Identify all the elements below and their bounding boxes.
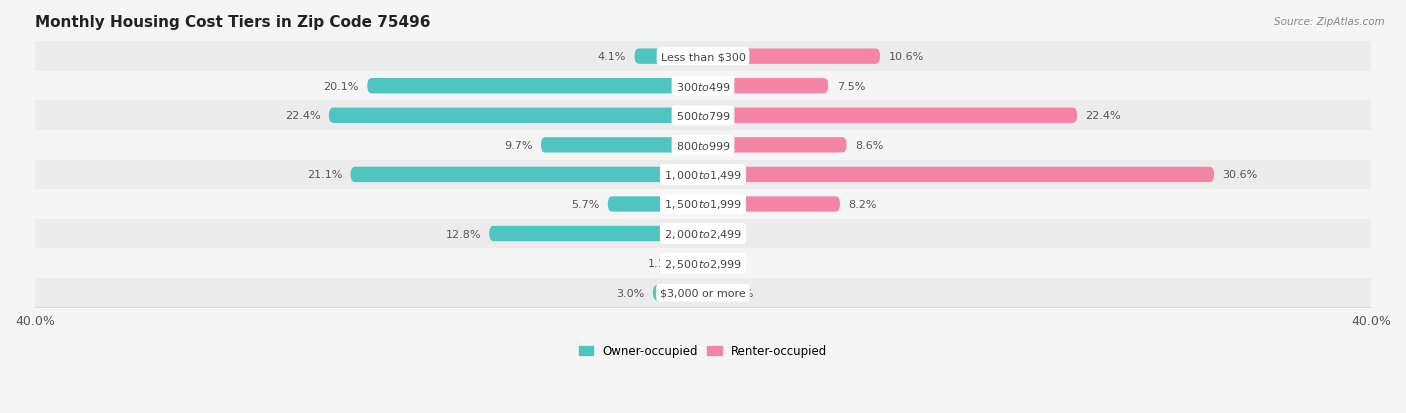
- FancyBboxPatch shape: [329, 108, 703, 123]
- Bar: [35, 72, 1371, 101]
- Text: 8.2%: 8.2%: [848, 199, 877, 209]
- Text: $2,500 to $2,999: $2,500 to $2,999: [664, 257, 742, 270]
- Bar: [35, 190, 1371, 219]
- Text: Source: ZipAtlas.com: Source: ZipAtlas.com: [1274, 17, 1385, 26]
- Text: $1,500 to $1,999: $1,500 to $1,999: [664, 198, 742, 211]
- FancyBboxPatch shape: [634, 49, 703, 65]
- Text: $500 to $799: $500 to $799: [675, 110, 731, 122]
- Text: Monthly Housing Cost Tiers in Zip Code 75496: Monthly Housing Cost Tiers in Zip Code 7…: [35, 15, 430, 30]
- FancyBboxPatch shape: [489, 226, 703, 242]
- Text: 8.6%: 8.6%: [855, 140, 883, 150]
- Bar: [35, 101, 1371, 131]
- Bar: [35, 249, 1371, 278]
- Text: 21.1%: 21.1%: [307, 170, 342, 180]
- FancyBboxPatch shape: [367, 79, 703, 94]
- Text: 12.8%: 12.8%: [446, 229, 481, 239]
- Text: 0.0%: 0.0%: [711, 229, 740, 239]
- Text: 9.7%: 9.7%: [505, 140, 533, 150]
- FancyBboxPatch shape: [607, 197, 703, 212]
- Text: 22.4%: 22.4%: [1085, 111, 1121, 121]
- Text: 22.4%: 22.4%: [285, 111, 321, 121]
- Text: $3,000 or more: $3,000 or more: [661, 288, 745, 298]
- Bar: [35, 160, 1371, 190]
- Text: $800 to $999: $800 to $999: [675, 140, 731, 152]
- Text: 5.7%: 5.7%: [571, 199, 599, 209]
- Text: 4.1%: 4.1%: [598, 52, 626, 62]
- Text: Less than $300: Less than $300: [661, 52, 745, 62]
- FancyBboxPatch shape: [703, 49, 880, 65]
- Text: 3.0%: 3.0%: [616, 288, 644, 298]
- Text: 10.6%: 10.6%: [889, 52, 924, 62]
- FancyBboxPatch shape: [541, 138, 703, 153]
- FancyBboxPatch shape: [703, 138, 846, 153]
- Bar: [35, 131, 1371, 160]
- FancyBboxPatch shape: [652, 285, 703, 301]
- FancyBboxPatch shape: [703, 79, 828, 94]
- FancyBboxPatch shape: [703, 108, 1077, 123]
- FancyBboxPatch shape: [703, 197, 839, 212]
- Bar: [35, 278, 1371, 308]
- Text: $2,000 to $2,499: $2,000 to $2,499: [664, 228, 742, 240]
- Text: $1,000 to $1,499: $1,000 to $1,499: [664, 169, 742, 181]
- Text: 0.0%: 0.0%: [711, 259, 740, 268]
- Text: 20.1%: 20.1%: [323, 81, 359, 92]
- FancyBboxPatch shape: [703, 285, 710, 301]
- FancyBboxPatch shape: [685, 256, 703, 271]
- Text: 7.5%: 7.5%: [837, 81, 865, 92]
- FancyBboxPatch shape: [703, 167, 1213, 183]
- Text: 30.6%: 30.6%: [1222, 170, 1258, 180]
- Text: $300 to $499: $300 to $499: [675, 81, 731, 93]
- Text: 0.39%: 0.39%: [718, 288, 754, 298]
- Legend: Owner-occupied, Renter-occupied: Owner-occupied, Renter-occupied: [574, 340, 832, 362]
- Bar: [35, 42, 1371, 72]
- FancyBboxPatch shape: [350, 167, 703, 183]
- Bar: [35, 219, 1371, 249]
- Text: 1.1%: 1.1%: [648, 259, 676, 268]
